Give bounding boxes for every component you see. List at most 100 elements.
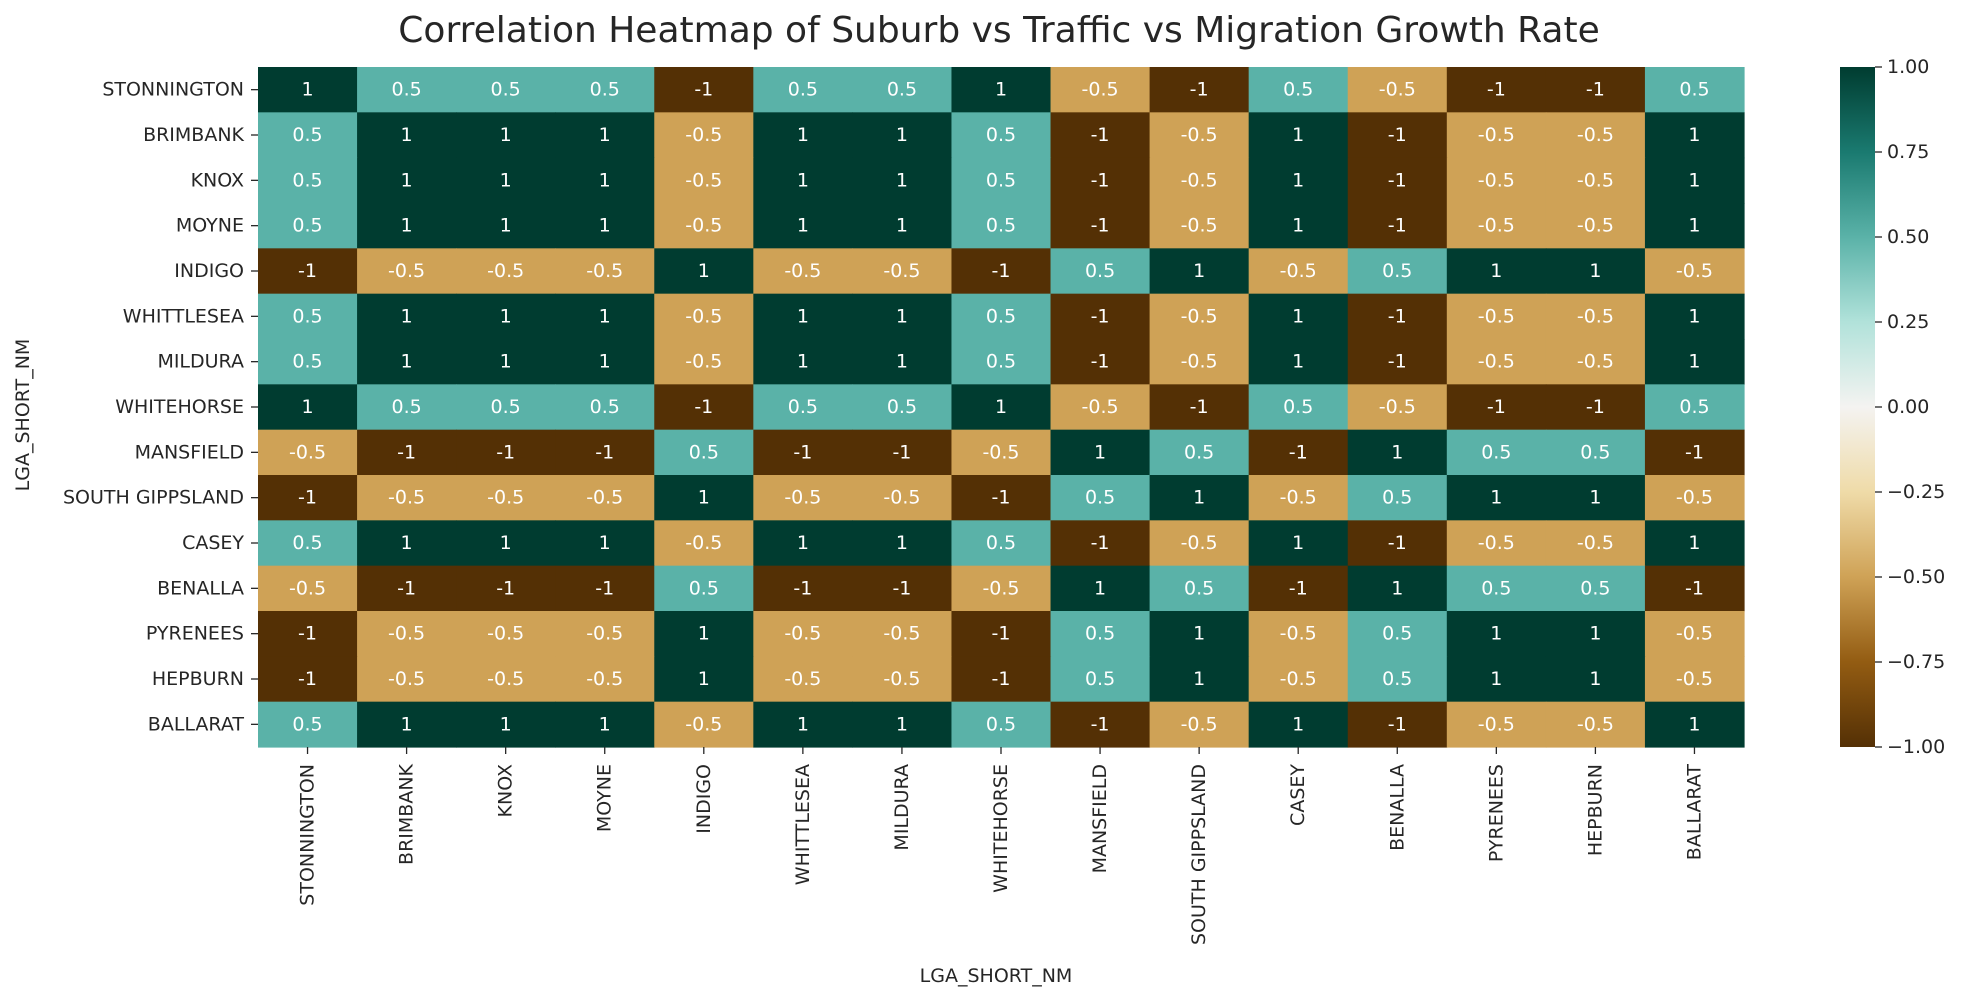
- y-axis-label: LGA_SHORT_NM: [12, 339, 34, 492]
- cell-value-label: -0.5: [289, 577, 326, 599]
- heatmap-cell: [1347, 520, 1448, 567]
- heatmap-cell: [258, 565, 358, 612]
- heatmap-cell: [1446, 248, 1547, 295]
- heatmap-cell: [654, 157, 754, 204]
- cell-value-label: -0.5: [1280, 260, 1317, 282]
- cell-value-label: -1: [1388, 305, 1407, 327]
- heatmap-cell: [1050, 157, 1151, 204]
- heatmap-cell: [1149, 67, 1250, 113]
- heatmap-cell: [258, 475, 358, 521]
- heatmap-cell: [1545, 67, 1646, 113]
- y-tick-label: BALLARAT: [148, 713, 245, 735]
- cell-value-label: -0.5: [1181, 532, 1218, 554]
- cell-value-label: 1: [995, 79, 1007, 101]
- heatmap-cell: [1644, 656, 1745, 703]
- cell-value-label: 1: [401, 305, 413, 327]
- cell-value-label: 1: [797, 169, 809, 191]
- heatmap-cell: [555, 203, 655, 249]
- cell-value-label: 0.5: [986, 215, 1016, 237]
- heatmap-cell: [951, 520, 1052, 567]
- x-tick-label: MANSFIELD: [1089, 764, 1111, 873]
- x-tick-label: KNOX: [495, 764, 517, 817]
- cell-value-label: 1: [1292, 215, 1304, 237]
- cell-value-label: -0.5: [784, 668, 821, 690]
- heatmap-cell: [456, 520, 556, 567]
- y-tick-label: BRIMBANK: [143, 124, 244, 146]
- heatmap-cell: [1149, 701, 1250, 748]
- y-tick-label: HEPBURN: [152, 668, 244, 690]
- cell-value-label: 0.5: [1283, 396, 1313, 418]
- x-axis-tick-labels: STONNINGTON BRIMBANK KNOX MOYNE INDIGO WHITTL…: [297, 747, 1705, 945]
- heatmap-cell: [1149, 384, 1250, 431]
- cell-value-label: 1: [1292, 305, 1304, 327]
- heatmap-cell: [1149, 339, 1250, 385]
- heatmap-cell: [753, 67, 853, 113]
- cell-value-label: -0.5: [1181, 215, 1218, 237]
- heatmap-cell: [1644, 157, 1745, 204]
- heatmap-cell: [357, 248, 457, 295]
- cell-value-label: 0.5: [1679, 79, 1709, 101]
- cell-value-label: 1: [797, 305, 809, 327]
- cell-value-label: 0.5: [292, 305, 322, 327]
- colorbar-ticks: 1.00 0.75 0.50 0.25 0.00 −0.25 −0.50 −0.75 −1.00: [1875, 56, 1945, 758]
- y-tick-label: PYRENEES: [146, 623, 244, 645]
- cell-value-label: -1: [1586, 79, 1605, 101]
- heatmap-cell: [1347, 67, 1448, 113]
- cell-value-label: 0.5: [887, 396, 917, 418]
- cell-value-label: -0.5: [784, 260, 821, 282]
- heatmap-cell: [951, 157, 1052, 204]
- heatmap-cell: [357, 429, 457, 476]
- heatmap-cell: [258, 384, 358, 431]
- heatmap-cell: [1248, 248, 1349, 295]
- heatmap-cell: [456, 611, 556, 657]
- cell-value-label: 0.5: [788, 396, 818, 418]
- heatmap-cell: [654, 565, 754, 612]
- cell-value-label: 0.5: [986, 532, 1016, 554]
- heatmap-cell: [555, 475, 655, 521]
- cell-value-label: -0.5: [388, 623, 425, 645]
- cell-value-label: 1: [599, 532, 611, 554]
- cell-value-label: 1: [698, 260, 710, 282]
- cell-value-label: 1: [797, 215, 809, 237]
- heatmap-cell: [1644, 429, 1745, 476]
- heatmap-cell: [1050, 384, 1151, 431]
- heatmap-cell: [852, 248, 953, 295]
- heatmap-cell: [357, 67, 457, 113]
- heatmap-cell: [753, 520, 853, 567]
- heatmap-cell: [654, 701, 754, 748]
- cell-value-label: 1: [1688, 124, 1700, 146]
- heatmap-cell: [357, 339, 457, 385]
- cell-value-label: -1: [496, 577, 515, 599]
- colorbar: [1840, 67, 1875, 747]
- cell-value-label: 0.5: [1382, 487, 1412, 509]
- heatmap-cell: [654, 475, 754, 521]
- cell-value-label: 1: [896, 532, 908, 554]
- cell-value-label: -1: [1388, 532, 1407, 554]
- heatmap-cell: [456, 475, 556, 521]
- cell-value-label: -1: [397, 441, 416, 463]
- cell-value-label: 0.5: [491, 396, 521, 418]
- cell-value-label: -0.5: [982, 577, 1019, 599]
- cell-value-label: 1: [401, 713, 413, 735]
- heatmap-cell: [1347, 565, 1448, 612]
- cell-annotations: 1 0.5 0.5 0.5 -1 0.5 0.5 1 -0.5 -1 0.5 -0.5 -1 -1 0.5 0…: [289, 79, 1713, 736]
- cell-value-label: 1: [401, 169, 413, 191]
- x-tick-label: PYRENEES: [1485, 764, 1507, 862]
- cell-value-label: -1: [1091, 169, 1110, 191]
- heatmap-cell: [654, 339, 754, 385]
- cell-value-label: 0.5: [1283, 79, 1313, 101]
- cell-value-label: 1: [1589, 668, 1601, 690]
- y-tick-label: MILDURA: [157, 351, 244, 373]
- heatmap-cell: [951, 565, 1052, 612]
- cell-value-label: -0.5: [586, 623, 623, 645]
- heatmap-cell: [753, 611, 853, 657]
- cell-value-label: 0.5: [1382, 260, 1412, 282]
- heatmap-cell: [654, 429, 754, 476]
- cell-value-label: 1: [1292, 351, 1304, 373]
- heatmap-cell: [852, 339, 953, 385]
- heatmap-cell: [555, 565, 655, 612]
- cell-value-label: 0.5: [1382, 623, 1412, 645]
- heatmap-grid: [258, 67, 1745, 748]
- cell-value-label: -0.5: [883, 623, 920, 645]
